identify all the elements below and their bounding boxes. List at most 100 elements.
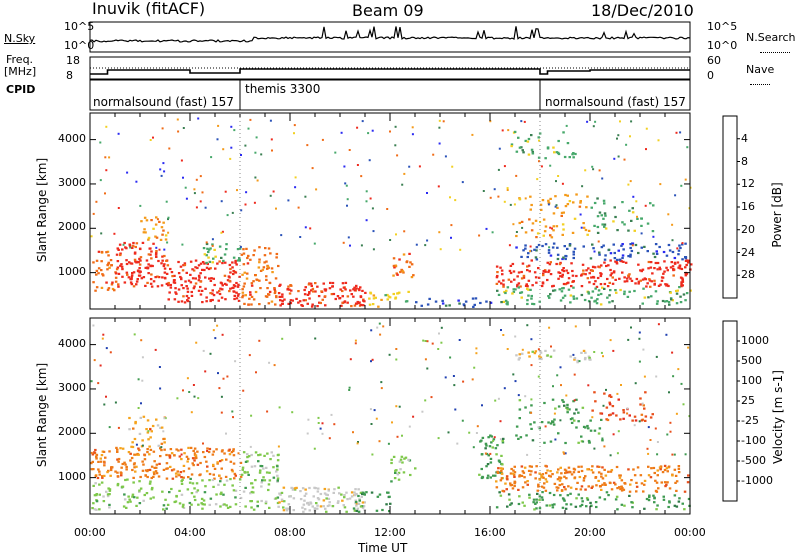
data-cell — [395, 272, 398, 275]
data-cell — [198, 474, 201, 477]
data-cell — [518, 399, 522, 402]
noise-cell — [512, 223, 515, 226]
data-cell — [521, 352, 524, 355]
data-cell — [557, 405, 561, 408]
data-cell — [531, 439, 535, 442]
data-cell — [267, 302, 271, 305]
noise-cell — [626, 407, 629, 410]
data-cell — [561, 223, 565, 226]
data-cell — [661, 299, 665, 303]
data-cell — [593, 266, 597, 269]
data-cell — [205, 261, 208, 264]
data-cell — [566, 194, 569, 197]
data-cell — [186, 290, 190, 293]
data-cell — [266, 265, 270, 268]
data-cell — [534, 219, 538, 222]
data-cell — [513, 278, 516, 281]
noise-cell — [669, 421, 672, 424]
data-cell — [116, 448, 119, 451]
noise-cell — [180, 453, 183, 456]
data-cell — [627, 274, 630, 277]
data-cell — [628, 273, 631, 276]
data-cell — [364, 291, 367, 294]
data-cell — [662, 272, 665, 275]
data-cell — [572, 201, 575, 204]
data-cell — [160, 449, 163, 452]
data-cell — [568, 408, 571, 411]
data-cell — [311, 287, 315, 290]
noise-cell — [354, 342, 357, 345]
data-cell — [538, 495, 542, 498]
data-cell — [114, 470, 117, 473]
data-cell — [149, 448, 153, 451]
data-cell — [242, 490, 246, 493]
data-cell — [145, 492, 149, 495]
data-cell — [374, 296, 377, 299]
data-cell — [617, 398, 620, 401]
noise-cell — [422, 339, 425, 342]
data-cell — [295, 486, 298, 489]
noise-cell — [205, 241, 208, 244]
data-cell — [614, 278, 617, 281]
data-cell — [189, 446, 193, 449]
data-cell — [185, 285, 188, 288]
noise-cell — [438, 119, 441, 122]
data-cell — [138, 449, 141, 452]
data-cell — [559, 466, 562, 469]
data-cell — [659, 283, 662, 286]
data-cell — [385, 503, 388, 506]
data-cell — [121, 485, 125, 488]
data-cell — [150, 476, 153, 480]
data-cell — [541, 282, 545, 285]
noise-cell — [529, 250, 532, 253]
data-cell — [566, 203, 570, 206]
data-cell — [604, 474, 608, 477]
noise-cell — [666, 433, 669, 436]
data-cell — [207, 250, 210, 254]
noise-cell — [230, 146, 233, 149]
noise-cell — [360, 175, 363, 178]
data-cell — [276, 454, 280, 457]
noise-cell — [253, 201, 256, 204]
data-cell — [408, 459, 412, 462]
data-cell — [277, 264, 280, 268]
data-cell — [399, 458, 403, 461]
data-cell — [641, 302, 644, 305]
noise-cell — [396, 154, 399, 157]
noise-cell — [454, 199, 457, 202]
data-cell — [542, 476, 545, 479]
data-cell — [273, 288, 276, 291]
data-cell — [513, 480, 516, 483]
data-cell — [579, 488, 583, 491]
data-cell — [131, 493, 135, 496]
data-cell — [613, 206, 616, 209]
data-cell — [534, 502, 537, 505]
data-cell — [125, 262, 129, 266]
data-cell — [532, 498, 536, 501]
noise-cell — [176, 118, 179, 121]
data-cell — [513, 130, 517, 133]
data-cell — [506, 505, 509, 508]
data-cell — [210, 277, 213, 280]
data-cell — [678, 244, 681, 247]
x-tick-label: 00:00 — [74, 526, 106, 539]
data-cell — [362, 304, 365, 307]
noise-cell — [478, 234, 481, 237]
data-cell — [234, 261, 237, 264]
noise-cell — [247, 127, 250, 130]
noise-cell — [440, 341, 443, 344]
data-cell — [183, 262, 187, 265]
data-cell — [654, 479, 657, 482]
data-cell — [232, 462, 236, 465]
noise-cell — [315, 188, 318, 191]
data-cell — [569, 486, 573, 489]
freq-trace — [90, 68, 690, 75]
data-cell — [194, 259, 198, 262]
noise-cell — [426, 192, 428, 194]
data-cell — [152, 471, 156, 474]
data-cell — [547, 249, 551, 252]
data-cell — [564, 193, 567, 197]
data-cell — [353, 491, 356, 494]
data-cell — [656, 261, 660, 265]
freq-tick-top: 18 — [66, 54, 80, 67]
